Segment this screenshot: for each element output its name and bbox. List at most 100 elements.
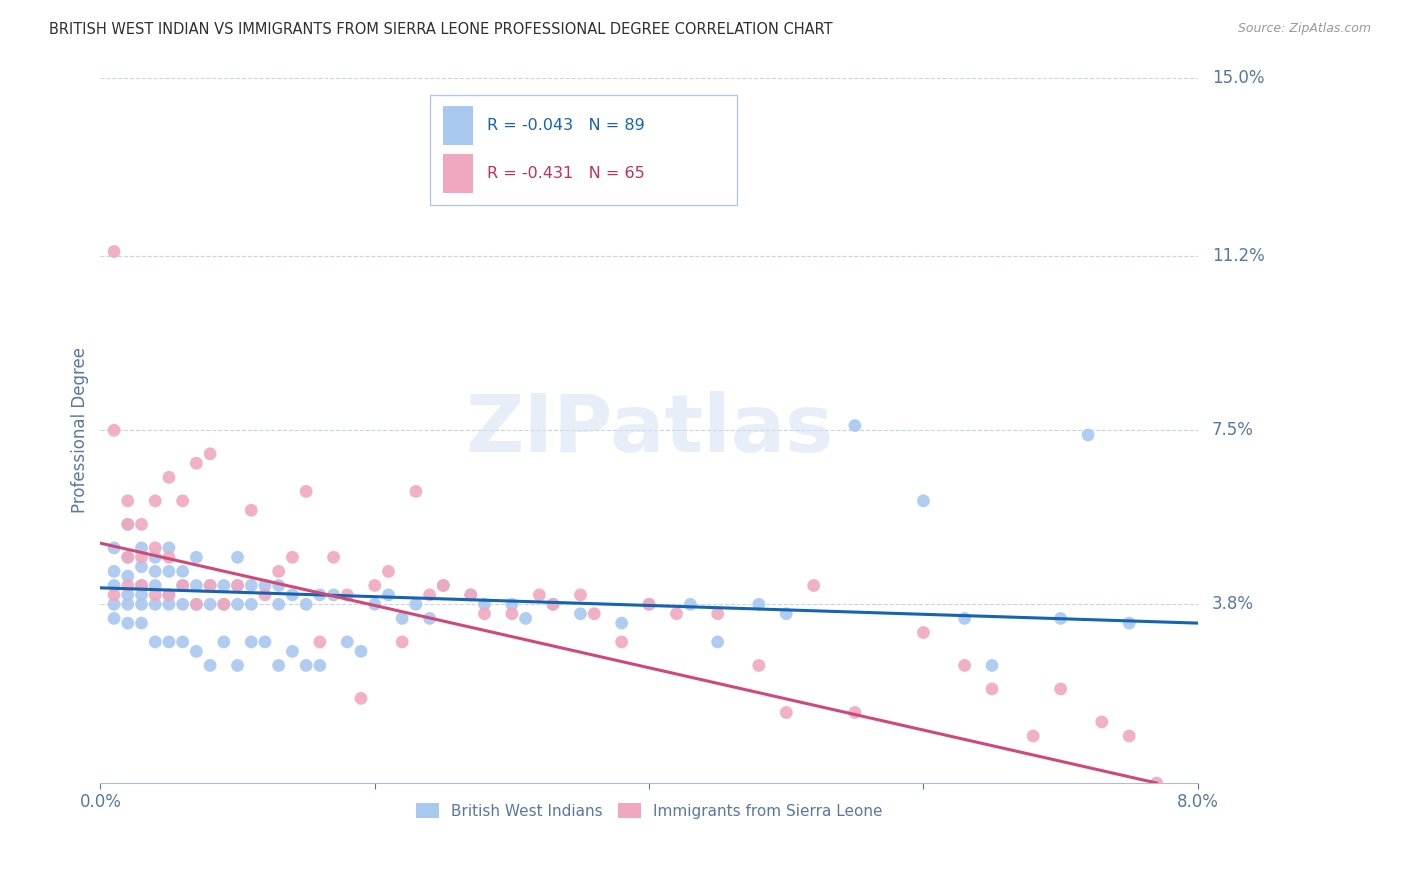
FancyBboxPatch shape [443, 106, 474, 145]
Point [186, 644, 208, 658]
Point [1118, 729, 1140, 743]
Point [295, 597, 318, 611]
Point [912, 493, 935, 508]
Point [679, 597, 702, 611]
Point [474, 597, 496, 611]
Point [103, 597, 125, 611]
Text: 3.8%: 3.8% [1212, 595, 1254, 614]
Point [610, 616, 633, 631]
Point [267, 565, 290, 579]
Point [131, 541, 153, 555]
Point [541, 597, 564, 611]
Point [240, 503, 263, 517]
Point [117, 517, 139, 532]
Point [432, 578, 454, 592]
Point [322, 550, 344, 565]
Point [186, 597, 208, 611]
Point [131, 588, 153, 602]
Point [308, 658, 330, 673]
Point [117, 578, 139, 592]
Point [253, 578, 276, 592]
Point [281, 588, 304, 602]
Point [706, 607, 728, 621]
Point [117, 569, 139, 583]
Text: BRITISH WEST INDIAN VS IMMIGRANTS FROM SIERRA LEONE PROFESSIONAL DEGREE CORRELAT: BRITISH WEST INDIAN VS IMMIGRANTS FROM S… [49, 22, 832, 37]
FancyBboxPatch shape [443, 154, 474, 194]
Point [803, 578, 825, 592]
Point [775, 607, 797, 621]
Text: R = -0.431   N = 65: R = -0.431 N = 65 [486, 167, 644, 181]
Point [117, 597, 139, 611]
Point [391, 611, 413, 625]
Point [981, 681, 1004, 696]
Point [253, 635, 276, 649]
Point [172, 635, 194, 649]
Point [198, 578, 221, 592]
Point [665, 607, 688, 621]
Point [336, 635, 359, 649]
Point [143, 565, 166, 579]
Point [143, 597, 166, 611]
Point [432, 578, 454, 592]
Point [267, 578, 290, 592]
Point [172, 578, 194, 592]
Point [131, 550, 153, 565]
Point [541, 597, 564, 611]
Point [391, 635, 413, 649]
Point [157, 597, 180, 611]
Point [226, 578, 249, 592]
Point [844, 418, 866, 433]
Point [405, 597, 427, 611]
Point [295, 484, 318, 499]
Point [157, 635, 180, 649]
Point [253, 588, 276, 602]
Point [350, 644, 373, 658]
Point [953, 658, 976, 673]
Point [748, 597, 770, 611]
Point [103, 541, 125, 555]
Point [377, 565, 399, 579]
Text: R = -0.043   N = 89: R = -0.043 N = 89 [486, 119, 644, 133]
Point [569, 607, 592, 621]
Text: 15.0%: 15.0% [1212, 69, 1264, 87]
Point [198, 578, 221, 592]
Point [186, 597, 208, 611]
Point [157, 470, 180, 484]
Point [1049, 681, 1071, 696]
Point [981, 658, 1004, 673]
Point [131, 517, 153, 532]
Point [131, 597, 153, 611]
Point [172, 493, 194, 508]
Point [638, 597, 661, 611]
Point [350, 691, 373, 706]
Point [515, 611, 537, 625]
Point [844, 706, 866, 720]
Text: 7.5%: 7.5% [1212, 421, 1254, 439]
Point [198, 597, 221, 611]
Point [103, 244, 125, 259]
Point [186, 578, 208, 592]
Text: 11.2%: 11.2% [1212, 247, 1264, 265]
Point [364, 578, 387, 592]
Point [706, 635, 728, 649]
Point [226, 550, 249, 565]
Point [143, 588, 166, 602]
Point [281, 644, 304, 658]
Point [322, 588, 344, 602]
Point [460, 588, 482, 602]
Point [117, 588, 139, 602]
Point [610, 635, 633, 649]
Point [143, 493, 166, 508]
Point [143, 635, 166, 649]
Point [501, 607, 523, 621]
Point [212, 578, 235, 592]
Point [281, 550, 304, 565]
Point [1077, 428, 1099, 442]
Point [212, 635, 235, 649]
Point [172, 565, 194, 579]
Point [419, 588, 441, 602]
Legend: British West Indians, Immigrants from Sierra Leone: British West Indians, Immigrants from Si… [409, 797, 889, 825]
Point [117, 493, 139, 508]
Point [131, 559, 153, 574]
Point [103, 565, 125, 579]
